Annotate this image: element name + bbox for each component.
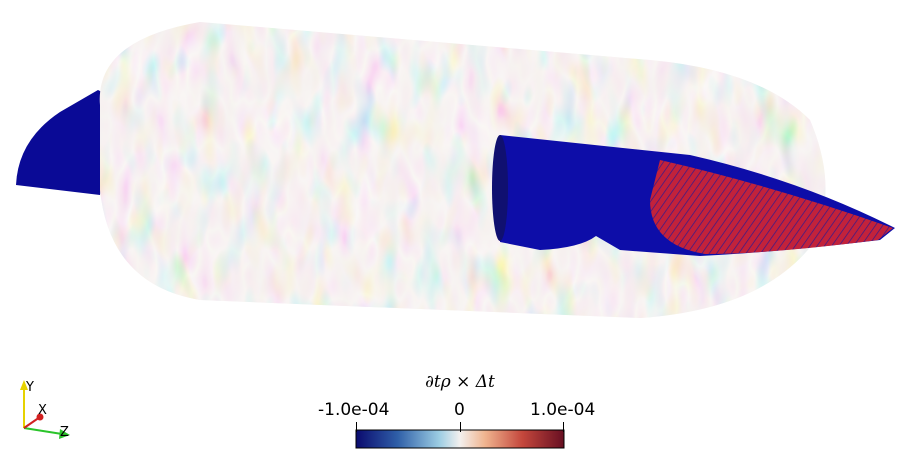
y-axis-label: Y [25, 380, 34, 395]
colorbar-max-label: 1.0e-04 [530, 400, 596, 420]
left-nozzle [16, 90, 108, 195]
colorbar-title: ∂tρ × Δt [425, 372, 495, 392]
colorbar-gradient [355, 429, 565, 449]
colorbar-mid-label: 0 [454, 400, 465, 420]
orientation-axes: Y X Z [20, 380, 70, 440]
colorbar-tick-min [356, 422, 357, 432]
colorbar-min-label: -1.0e-04 [318, 400, 390, 420]
nozzle-opening [492, 135, 508, 241]
z-axis-label: Z [60, 425, 69, 440]
colorbar-tick-mid [460, 422, 461, 432]
cylinder-surface [99, 22, 826, 318]
x-axis-label: X [38, 403, 47, 418]
nozzle-hatched-region [650, 160, 893, 254]
colorbar-tick-max [563, 422, 564, 432]
